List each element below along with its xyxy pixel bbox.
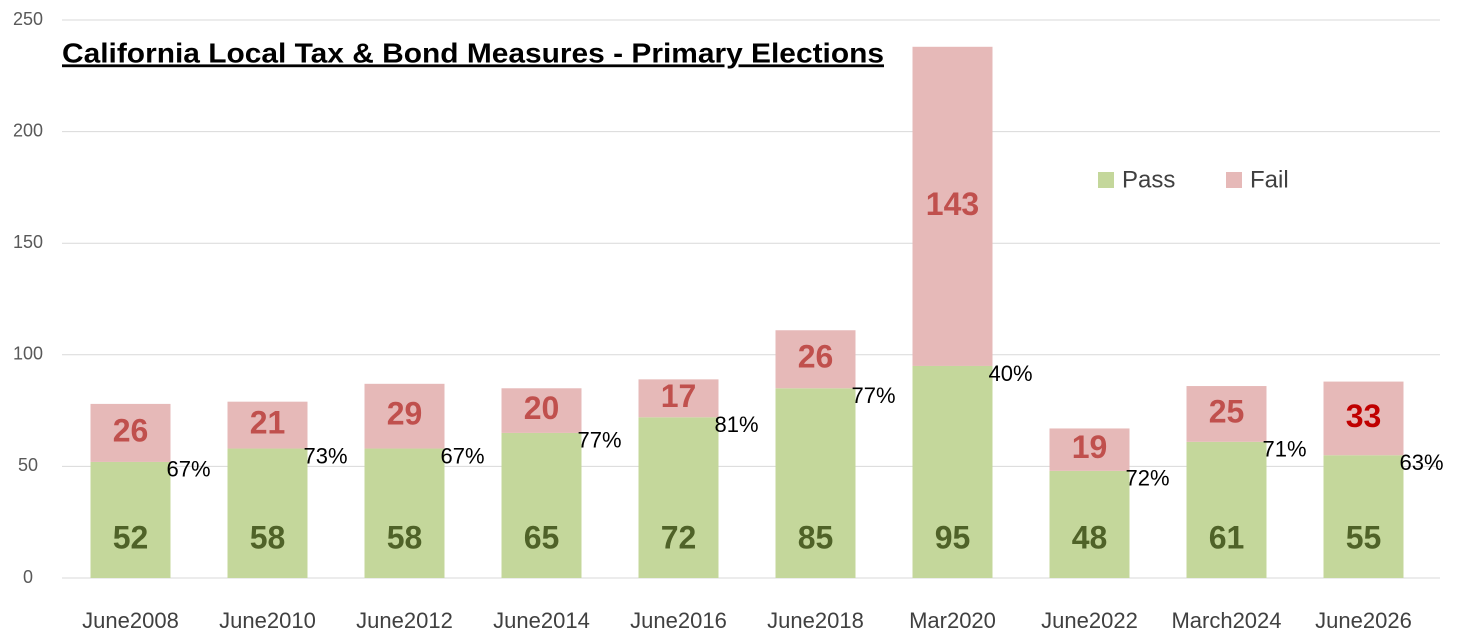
bar-segment [364, 448, 445, 578]
bar-segment [1049, 428, 1130, 471]
bar-segment [227, 448, 308, 578]
bar-segment [90, 461, 171, 578]
pass-rate-label: 73% [304, 443, 348, 468]
data-label: 19 [1072, 429, 1108, 465]
x-tick-label: June2012 [356, 608, 453, 633]
data-label: 58 [250, 519, 286, 555]
bar-segment [501, 432, 582, 578]
legend-label: Pass [1122, 166, 1175, 193]
pass-rate-label: 77% [852, 383, 896, 408]
bar-segment [1186, 386, 1267, 442]
bar-segment [1323, 455, 1404, 578]
bar-segment [775, 330, 856, 389]
data-label: 26 [113, 412, 149, 448]
x-tick-label: March2024 [1171, 608, 1281, 633]
data-label: 95 [935, 519, 971, 555]
y-tick-label: 250 [13, 9, 43, 29]
bar-segment [501, 388, 582, 433]
y-tick-label: 0 [23, 567, 33, 587]
data-label: 55 [1346, 519, 1382, 555]
x-tick-label: June2022 [1041, 608, 1138, 633]
x-tick-label: Mar2020 [909, 608, 996, 633]
bar-segment [1186, 441, 1267, 578]
pass-rate-label: 67% [441, 443, 485, 468]
x-tick-label: June2014 [493, 608, 590, 633]
data-label: 72 [661, 519, 697, 555]
bar-segment [1049, 470, 1130, 578]
pass-rate-label: 67% [167, 457, 211, 482]
legend-swatch [1098, 172, 1114, 188]
x-tick-label: June2018 [767, 608, 864, 633]
data-label: 21 [250, 405, 286, 441]
data-label: 61 [1209, 519, 1245, 555]
pass-rate-label: 71% [1263, 437, 1307, 462]
pass-rate-label: 72% [1126, 466, 1170, 491]
y-tick-label: 100 [13, 344, 43, 364]
pass-rate-label: 77% [578, 428, 622, 453]
data-label: 52 [113, 519, 149, 555]
data-label: 58 [387, 519, 423, 555]
legend-swatch [1226, 172, 1242, 188]
x-tick-label: June2008 [82, 608, 179, 633]
data-label: 143 [926, 186, 979, 222]
bar-segment [638, 379, 719, 418]
pass-rate-label: 63% [1400, 450, 1444, 475]
bar-segment [227, 401, 308, 449]
bar-segment [775, 388, 856, 578]
y-tick-label: 50 [18, 455, 38, 475]
data-label: 29 [387, 396, 423, 432]
pass-rate-label: 81% [715, 412, 759, 437]
data-label: 26 [798, 339, 834, 375]
x-tick-label: June2026 [1315, 608, 1412, 633]
bar-segment [912, 46, 993, 366]
y-tick-label: 200 [13, 120, 43, 140]
legend-label: Fail [1250, 166, 1289, 193]
data-label: 48 [1072, 519, 1108, 555]
x-tick-label: June2010 [219, 608, 316, 633]
data-label: 85 [798, 519, 834, 555]
bar-segment [90, 403, 171, 462]
bar-segment [912, 365, 993, 578]
data-label: 25 [1209, 393, 1245, 429]
data-label: 65 [524, 519, 560, 555]
chart-title: California Local Tax & Bond Measures - P… [62, 37, 884, 68]
data-label: 20 [524, 390, 560, 426]
x-tick-label: June2016 [630, 608, 727, 633]
bar-segment [638, 417, 719, 578]
bar-segment [1323, 381, 1404, 456]
bar-segment [364, 383, 445, 449]
y-tick-label: 150 [13, 232, 43, 252]
pass-rate-label: 40% [989, 361, 1033, 386]
data-label: 17 [661, 378, 697, 414]
data-label: 33 [1346, 398, 1382, 434]
